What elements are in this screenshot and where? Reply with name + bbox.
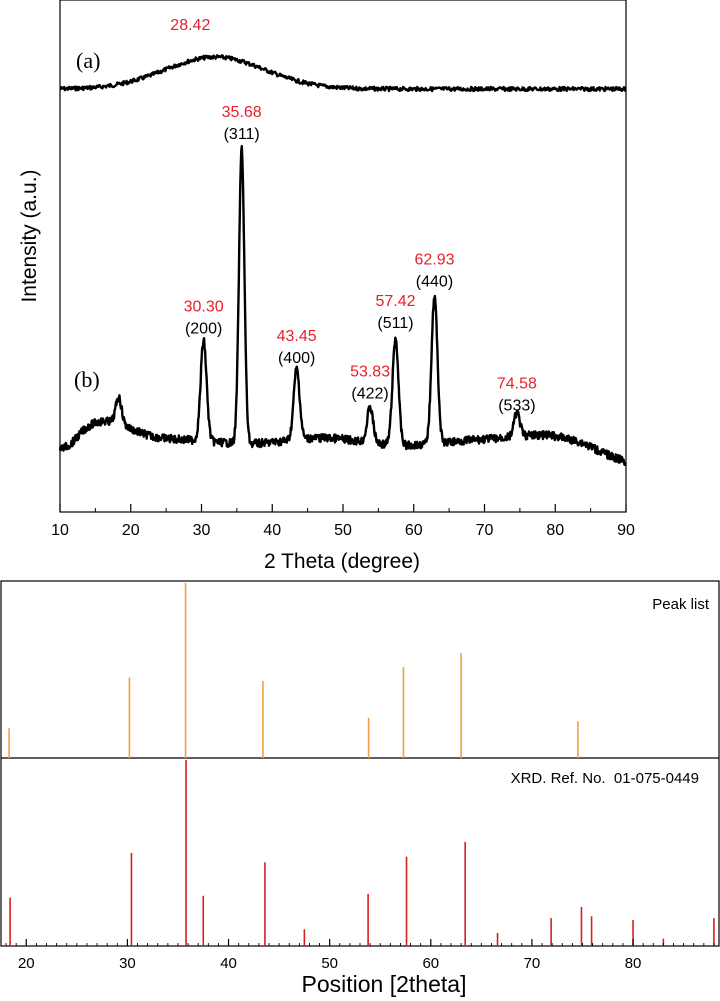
top-x-tick-label: 50 <box>334 522 352 539</box>
top-x-tick-label: 80 <box>546 522 564 539</box>
peak-list-panel-title: Peak list <box>652 596 710 613</box>
bottom-x-tick-label: 70 <box>524 955 541 972</box>
miller-index-label: (400) <box>278 350 315 367</box>
series-b-trace <box>58 144 627 467</box>
xrd-pattern-chart: 10 20 30 40 50 60 70 80 90 (a) (b) 28.42 30.30 (20… <box>18 0 635 573</box>
miller-index-label: (511) <box>377 315 413 332</box>
reference-panel-title: XRD. Ref. No. 01-075-0449 <box>511 770 699 787</box>
peak-position-label: 74.58 <box>497 375 537 392</box>
bottom-x-axis-label: Position [2theta] <box>302 971 467 997</box>
top-x-tick-label: 60 <box>405 522 423 539</box>
bottom-plot-frame <box>0 580 720 947</box>
bottom-x-tick-label: 30 <box>119 955 136 972</box>
series-a-label: (a) <box>76 48 100 73</box>
top-x-tick-label: 10 <box>51 522 69 539</box>
reference-pattern-chart: Peak list XRD. Ref. No. 01-075-0449 20 30… <box>0 580 720 997</box>
peak-position-label: 43.45 <box>277 328 317 345</box>
top-x-tick-label: 40 <box>263 522 281 539</box>
miller-index-label: (440) <box>416 274 453 291</box>
series-a-trace <box>59 54 627 93</box>
miller-index-label: (422) <box>351 386 388 403</box>
top-x-tick-label: 30 <box>193 522 211 539</box>
top-x-tick-label: 20 <box>122 522 140 539</box>
peak-position-label: 57.42 <box>375 293 415 310</box>
bottom-x-tick-label: 50 <box>321 955 338 972</box>
bottom-x-tick-label: 20 <box>18 955 35 972</box>
peak-position-label: 62.93 <box>414 252 454 269</box>
peak-position-label: 53.83 <box>350 364 390 381</box>
peak-position-label: 28.42 <box>170 17 210 34</box>
bottom-x-tick-label: 40 <box>220 955 237 972</box>
top-y-axis-label: Intensity (a.u.) <box>18 169 41 302</box>
miller-index-label: (533) <box>498 397 535 414</box>
top-x-tick-label: 70 <box>476 522 494 539</box>
bottom-x-tick-label: 60 <box>422 955 439 972</box>
series-b-label: (b) <box>74 367 100 392</box>
miller-index-label: (311) <box>224 126 260 143</box>
top-x-tick-label: 90 <box>617 522 635 539</box>
top-x-axis-label: 2 Theta (degree) <box>264 550 420 573</box>
peak-position-label: 35.68 <box>222 104 262 121</box>
bottom-x-tick-label: 80 <box>625 955 642 972</box>
miller-index-label: (200) <box>185 321 222 338</box>
peak-position-label: 30.30 <box>184 299 224 316</box>
